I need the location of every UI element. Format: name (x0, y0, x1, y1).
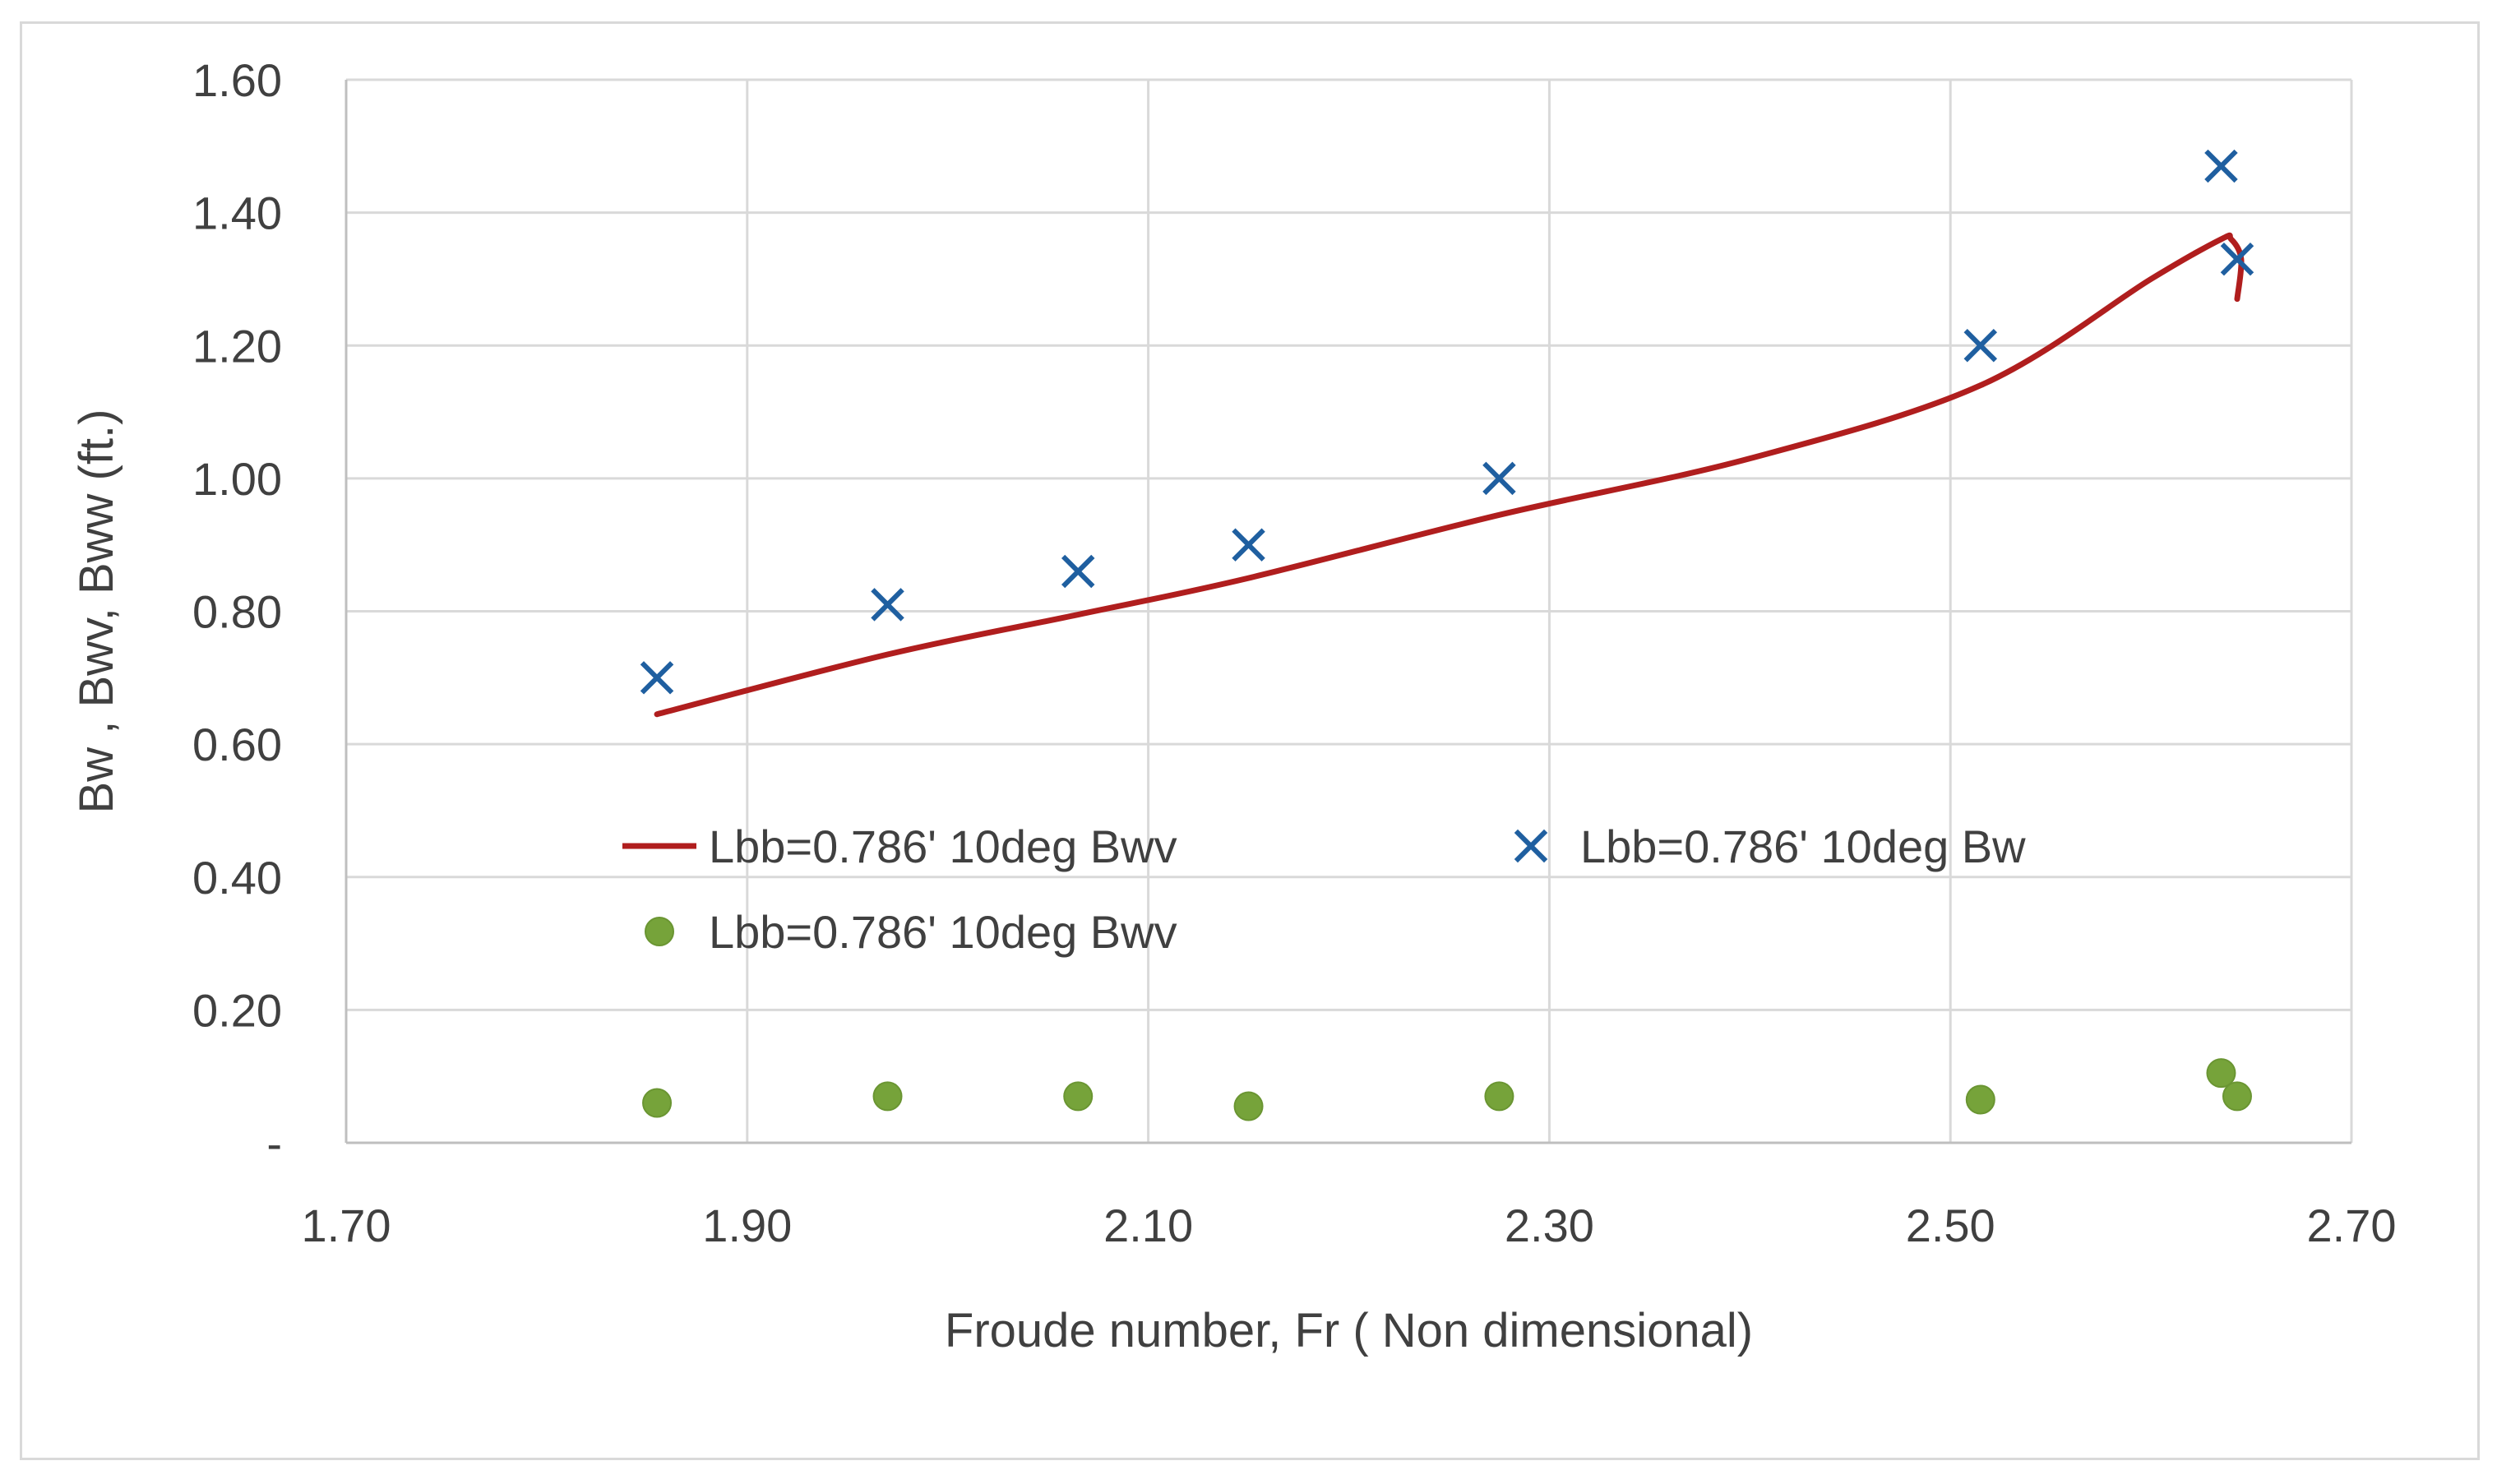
data-point-x (640, 661, 674, 695)
data-point-dot (1063, 1081, 1094, 1112)
marker-stroke (1963, 329, 1998, 363)
data-point-dot (1965, 1084, 1995, 1115)
legend-item-2: Lbb=0.786' 10deg Bwv (645, 906, 1177, 958)
x-tick-label: 1.70 (302, 1200, 391, 1251)
x-tick-label: 2.50 (1906, 1200, 1995, 1251)
marker-stroke (871, 588, 904, 622)
data-point-x (1482, 461, 1516, 496)
series-1 (640, 149, 2254, 695)
marker-stroke (2204, 149, 2238, 183)
axes (344, 80, 2351, 1144)
data-point-x (871, 588, 904, 622)
y-tick-label: 0.20 (192, 984, 282, 1036)
y-tick-label: 0.80 (192, 586, 282, 638)
legend-label: Lbb=0.786' 10deg Bw (1580, 821, 2026, 872)
legend-item-0: Lbb=0.786' 10deg Bwv (622, 821, 1177, 872)
y-tick-label: 1.00 (192, 453, 282, 505)
marker-stroke (1061, 554, 1095, 589)
data-point-x (1232, 528, 1265, 562)
data-point-x (2220, 242, 2254, 276)
series-line (654, 232, 2245, 718)
series-2 (642, 1058, 2252, 1121)
y-tick-label: - (266, 1117, 282, 1169)
series-layer (640, 149, 2254, 1121)
data-point-dot (2222, 1081, 2252, 1112)
legend-item-1: Lbb=0.786' 10deg Bw (1514, 821, 2026, 872)
chart: Lbb=0.786' 10deg Bwv Lbb=0.786' 10deg Bw L… (70, 54, 2397, 1357)
marker-stroke (640, 661, 674, 695)
x-tick-label: 2.70 (2307, 1200, 2397, 1251)
data-point-dot (1233, 1091, 1264, 1121)
x-tick-label: 2.10 (1103, 1200, 1193, 1251)
marker-stroke (1232, 528, 1265, 562)
legend-swatch-dot (645, 917, 674, 946)
y-tick-label: 1.20 (192, 320, 282, 372)
x-tick-label: 1.90 (702, 1200, 792, 1251)
y-tick-label: 0.40 (192, 852, 282, 904)
x-tick-label: 2.30 (1505, 1200, 1594, 1251)
marker-stroke (1514, 829, 1548, 863)
data-point-dot (872, 1081, 903, 1112)
gridlines (346, 78, 2353, 1143)
data-point-dot (1484, 1081, 1514, 1112)
y-tick-label: 1.60 (192, 54, 282, 106)
chart-frame: Lbb=0.786' 10deg Bwv Lbb=0.786' 10deg Bw L… (20, 21, 2480, 1460)
y-tick-label: 1.40 (192, 187, 282, 239)
legend-swatch-x (1514, 829, 1548, 863)
y-axis-title: Bw , Bwv, Bww (ft.) (70, 409, 123, 814)
legend-label: Lbb=0.786' 10deg Bwv (709, 906, 1177, 958)
legend: Lbb=0.786' 10deg Bwv Lbb=0.786' 10deg Bw L… (622, 821, 2026, 958)
y-tick-label: 0.60 (192, 719, 282, 770)
x-axis-title: Froude number, Fr ( Non dimensional) (945, 1304, 1753, 1357)
data-point-x (1963, 329, 1998, 363)
series-0 (654, 232, 2245, 718)
legend-label: Lbb=0.786' 10deg Bwv (709, 821, 1177, 872)
data-point-x (1061, 554, 1095, 589)
marker-stroke (2220, 242, 2254, 276)
tick-labels: - 0.20 0.40 0.60 0.80 1.00 1.20 1.40 1.60 1.70 1.9… (192, 54, 2397, 1251)
data-point-dot (642, 1088, 673, 1118)
data-point-dot (2206, 1058, 2236, 1089)
data-point-x (2204, 149, 2238, 183)
marker-stroke (1482, 461, 1516, 496)
